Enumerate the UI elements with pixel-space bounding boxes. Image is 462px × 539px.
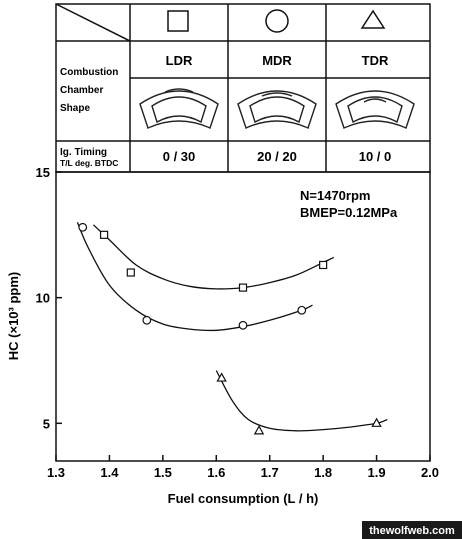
- x-tick-label: 1.6: [207, 465, 225, 480]
- circle-data-point: [78, 222, 88, 232]
- axis-ticks: 1.3 1.4 1.5 1.6 1.7 1.8 1.9 2.0 15 10 5: [36, 165, 440, 480]
- series-markers: [78, 222, 382, 435]
- plot-frame: [55, 171, 431, 462]
- circle-data-point: [297, 305, 307, 315]
- circle-header-marker: [265, 9, 289, 33]
- square-data-point: [319, 260, 328, 270]
- x-tick-label: 2.0: [421, 465, 439, 480]
- row-label-combustion: Combustion: [60, 67, 118, 78]
- row-label-btdc: T/L deg. BTDC: [60, 158, 118, 168]
- y-axis-title: HC (×10³ ppm): [6, 272, 21, 360]
- chamber-shape-tdr: [335, 90, 415, 129]
- x-tick-label: 1.5: [154, 465, 172, 480]
- triangle-data-point: [216, 372, 227, 382]
- header-table: [55, 3, 431, 173]
- circle-data-point: [142, 315, 152, 325]
- column-name-mdr: MDR: [262, 53, 292, 68]
- triangle-data-point: [371, 417, 382, 427]
- chamber-shape-ldr: [139, 88, 219, 129]
- square-series-line: [92, 224, 335, 290]
- timing-mdr: 20 / 20: [257, 149, 297, 164]
- square-data-point: [126, 268, 135, 277]
- square-header-marker: [167, 10, 189, 32]
- x-tick-label: 1.3: [47, 465, 65, 480]
- x-tick-label: 1.9: [368, 465, 386, 480]
- y-tick-label: 10: [36, 291, 50, 306]
- square-data-point: [238, 283, 248, 292]
- chamber-shape-mdr: [237, 90, 317, 129]
- row-label-ig-timing: Ig. Timing: [60, 147, 107, 158]
- triangle-data-point: [253, 425, 265, 435]
- watermark-background: [362, 521, 462, 539]
- square-data-point: [99, 230, 109, 239]
- triangle-series-line: [215, 370, 388, 432]
- triangle-header-marker: [360, 9, 386, 29]
- speed-annotation: N=1470rpm: [300, 188, 370, 203]
- row-label-shape: Shape: [60, 103, 90, 114]
- x-axis-title: Fuel consumption (L / h): [168, 491, 319, 506]
- x-tick-label: 1.7: [261, 465, 279, 480]
- circle-data-point: [238, 320, 248, 330]
- circle-series-line: [76, 222, 313, 332]
- load-annotation: BMEP=0.12MPa: [300, 205, 398, 220]
- row-label-chamber: Chamber: [60, 85, 103, 96]
- watermark: thewolfweb.com: [369, 525, 455, 537]
- y-tick-label: 5: [43, 416, 50, 431]
- y-tick-label: 15: [36, 165, 50, 180]
- timing-tdr: 10 / 0: [359, 149, 392, 164]
- x-tick-label: 1.4: [100, 465, 119, 480]
- x-tick-label: 1.8: [314, 465, 332, 480]
- column-name-tdr: TDR: [362, 53, 389, 68]
- series-curves: [76, 222, 388, 432]
- column-name-ldr: LDR: [166, 53, 193, 68]
- timing-ldr: 0 / 30: [163, 149, 196, 164]
